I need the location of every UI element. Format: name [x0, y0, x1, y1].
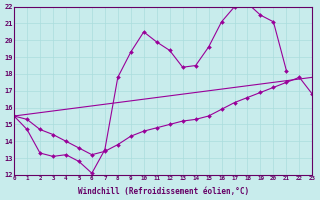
X-axis label: Windchill (Refroidissement éolien,°C): Windchill (Refroidissement éolien,°C) — [78, 187, 249, 196]
